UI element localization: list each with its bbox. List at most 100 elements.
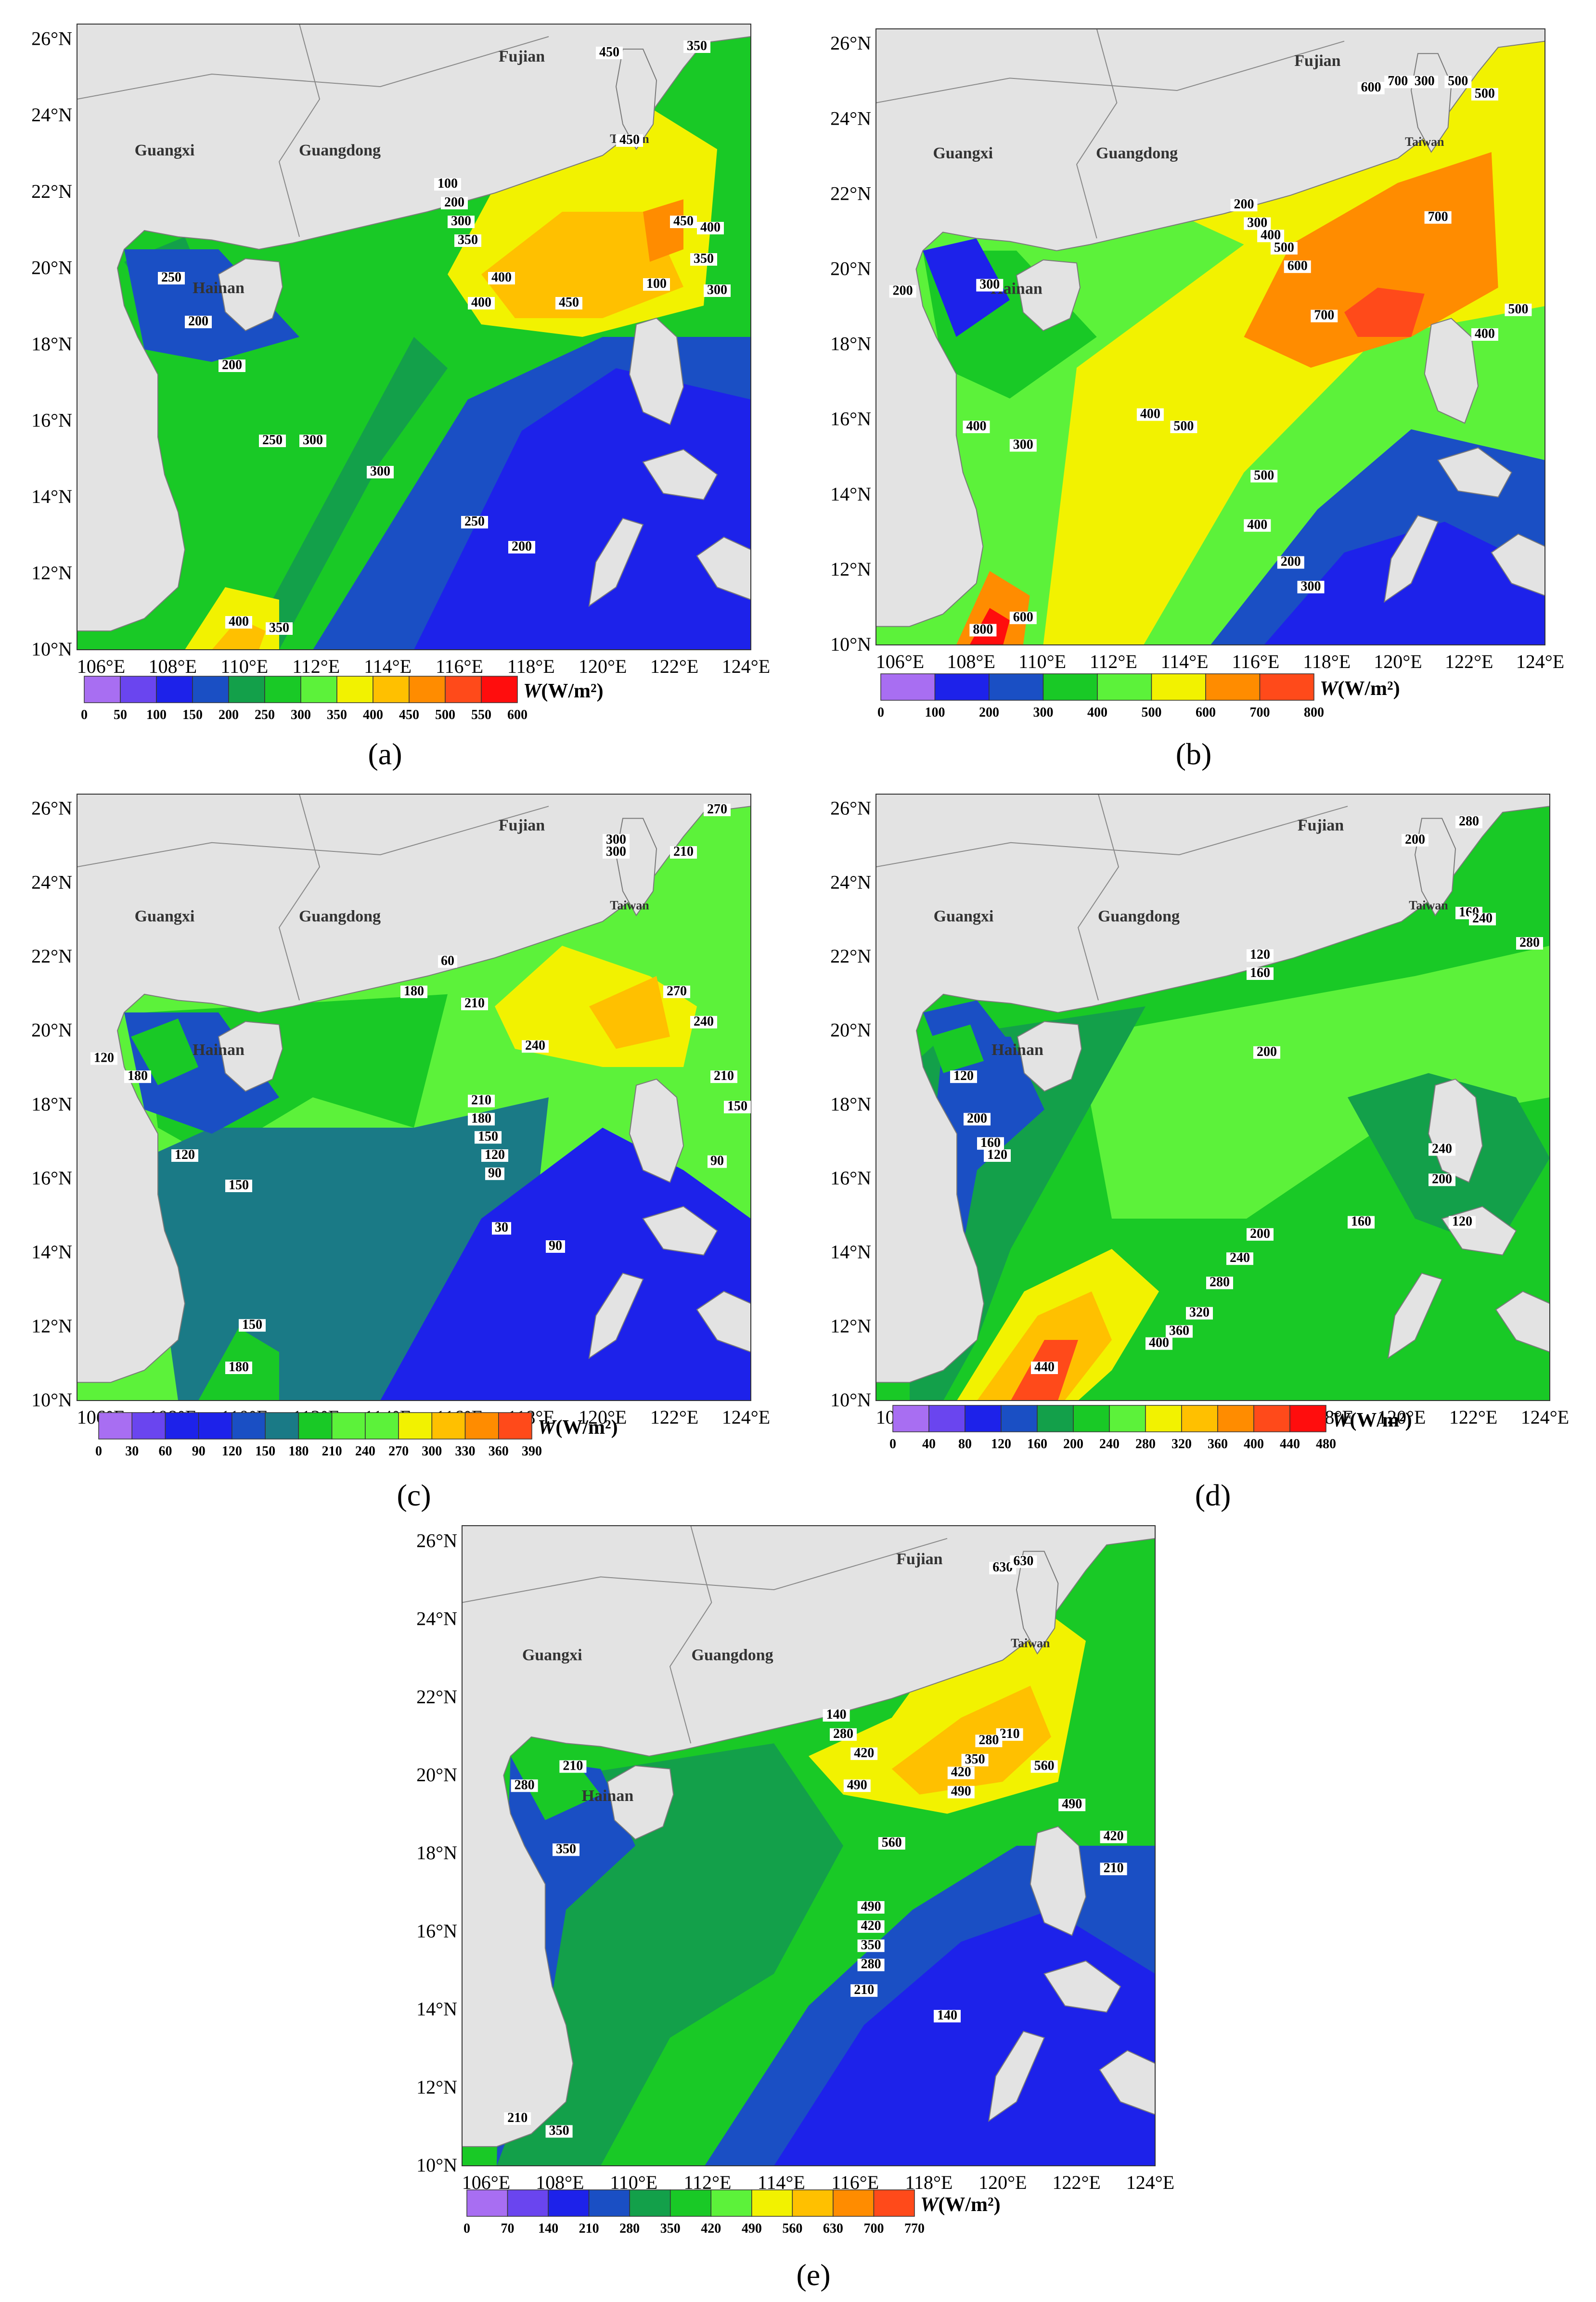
svg-text:90: 90 [488,1166,502,1181]
lat-tick-label: 24°N [416,1608,457,1630]
contour-label: 350 [454,232,481,247]
colorbar-swatch [1205,673,1261,701]
lon-tick-label: 116°E [1232,651,1279,672]
colorbar-tick-label: 250 [255,707,275,722]
lon-tick-label: 124°E [722,1406,770,1428]
lat-tick-label: 10°N [416,2154,457,2176]
colorbar-tick-label: 400 [1087,705,1107,720]
svg-text:200: 200 [967,1111,987,1126]
contour-label: 200 [1247,1226,1274,1241]
contour-label: 500 [1270,240,1298,255]
map-frame [77,794,751,1401]
field-region-3 [245,337,448,650]
contour-label: 280 [975,1733,1003,1748]
contour-label: 120 [1449,1214,1476,1229]
colorbar-tick-label: 280 [619,2221,640,2236]
colorbar-swatch [445,676,482,703]
svg-text:210: 210 [673,844,694,859]
land-palawan [588,1273,644,1359]
svg-text:140: 140 [826,1707,847,1722]
land-layer [876,29,1545,627]
contour-label: 280 [830,1726,857,1741]
svg-text:490: 490 [1062,1797,1082,1812]
colorbar-swatch [710,2189,752,2217]
colorbar-legend: 0 100 200 300 400 500 600 700 800 W(W/m²) [877,673,1400,720]
lat-tick-label: 10°N [31,1389,72,1411]
contour-label: 210 [996,1726,1023,1741]
contour-label: 700 [1424,209,1452,224]
place-hainan: Hainan [991,1041,1043,1059]
place-hainan: Hainan [582,1787,634,1805]
lon-tick-label: 110°E [1018,651,1066,672]
land-isles2 [1491,533,1545,596]
svg-text:250: 250 [161,270,181,285]
colorbar-tick-label: 210 [322,1444,342,1459]
colorbar-tick-label: 560 [782,2221,802,2236]
contour-label: 140 [934,2008,961,2023]
contour-label: 180 [124,1068,151,1083]
contour-label: 200 [1402,832,1429,847]
contour-label: 280 [1516,935,1543,950]
svg-text:280: 280 [515,1777,535,1792]
contour-label: 140 [823,1707,850,1722]
svg-text:350: 350 [965,1752,985,1767]
colorbar-swatch [264,676,301,703]
lon-tick-label: 120°E [579,656,627,677]
colorbar-tick-label: 180 [288,1444,309,1459]
contour-label: 300 [976,277,1004,292]
contour-label: 450 [596,45,623,60]
contour-label: 210 [468,1093,495,1108]
contour-label: 700 [1311,308,1338,323]
colorbar-swatch [548,2189,590,2217]
colorbar-legend: 0 30 60 90 120 150 180 210 240 270 300 330 360 390 W(W… [95,1412,618,1459]
place-taiwan: Taiwan [1011,1636,1050,1650]
contour-label: 200 [889,283,916,298]
svg-text:200: 200 [893,283,913,298]
contour-label: 450 [616,132,643,147]
lat-tick-label: 24°N [830,107,871,129]
svg-text:400: 400 [1475,326,1495,341]
field-region-10 [131,1018,198,1085]
colorbar-tick-label: 440 [1280,1437,1300,1452]
svg-text:280: 280 [861,1957,881,1972]
colorbar-tick-label: 0 [463,2221,470,2236]
land-layer [462,1526,1155,2148]
place-taiwan: Taiwan [1405,135,1444,149]
map-c: Fujian Guangxi Guangdong Hainan Taiwan 270 210… [31,794,770,1459]
place-hainan: Hainan [193,279,245,297]
contour-label: 200 [964,1111,991,1126]
contour-label: 420 [857,1918,885,1933]
colorbar-swatch [1037,1405,1074,1432]
svg-text:180: 180 [404,984,424,999]
field-region-3 [380,1128,751,1401]
lat-tick-label: 10°N [830,1389,871,1411]
contour-label: 200 [1253,1044,1280,1059]
colorbar-tick-label: 0 [81,707,88,722]
svg-text:300: 300 [1013,437,1033,452]
contour-label: 800 [969,622,997,637]
svg-text:210: 210 [471,1093,491,1108]
map-panel-a: FujianGuangxiGuangdongHainanTaiwan350450… [10,10,789,771]
lat-tick-label: 18°N [416,1842,457,1864]
svg-text:240: 240 [1230,1250,1250,1265]
province-border [278,794,321,1001]
contour-label: 180 [400,984,427,999]
svg-text:600: 600 [1361,80,1381,95]
colorbar-swatch [156,676,193,703]
svg-text:200: 200 [222,358,242,373]
svg-text:450: 450 [559,295,579,310]
svg-text:300: 300 [1415,74,1435,89]
colorbar-tick-label: 120 [991,1437,1011,1452]
province-border [278,24,321,237]
lon-tick-label: 110°E [220,656,268,677]
colorbar-tick-label: 140 [538,2221,558,2236]
colorbar-tick-label: 210 [579,2221,599,2236]
lon-tick-label: 116°E [436,656,483,677]
contour-label: 200 [508,539,535,554]
colorbar-tick-label: 400 [363,707,383,722]
colorbar-swatch [1001,1405,1038,1432]
colorbar-swatch [1217,1405,1254,1432]
svg-text:350: 350 [694,251,714,266]
